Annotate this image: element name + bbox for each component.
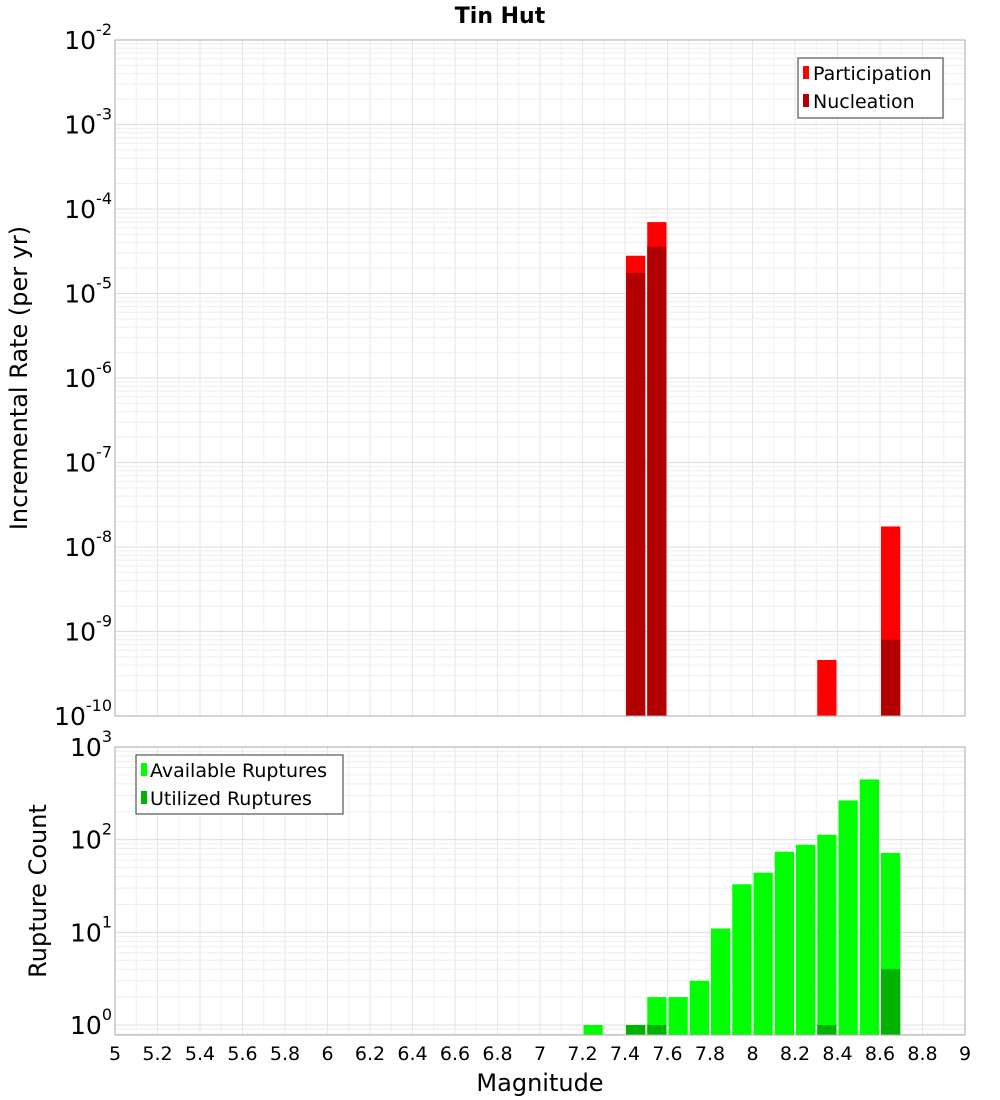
bar-utilized-ruptures (626, 1025, 646, 1035)
x-tick-label: 5.8 (270, 1043, 300, 1065)
bottom-panel: 100 101 102 103 5 5.2 5.4 5.6 5.8 6 6.2 6.4 6.6 6.8 7… (24, 727, 971, 1097)
x-tick-label: 6 (321, 1043, 333, 1065)
legend-label-nucleation: Nucleation (813, 91, 915, 113)
bar-available-ruptures (753, 872, 773, 1035)
y-tick-label: 10-8 (64, 527, 112, 562)
bar-available-ruptures (838, 800, 858, 1035)
bar-nucleation (881, 639, 901, 716)
bar-available-ruptures (711, 928, 731, 1035)
bar-available-ruptures (668, 997, 688, 1035)
x-tick-label: 5 (109, 1043, 121, 1065)
bottom-plot-border (114, 746, 966, 1036)
y-tick-label: 100 (70, 1005, 112, 1040)
bar-participation (817, 659, 837, 716)
top-panel: 10-10 10-9 10-8 10-7 10-6 10-5 10-4 10-3 10-2 In… (5, 20, 966, 731)
x-tick-label: 6.4 (397, 1043, 427, 1065)
y-tick-label: 10-4 (64, 189, 112, 224)
top-legend: Participation Nucleation (797, 57, 944, 119)
y-tick-label: 10-6 (64, 358, 112, 393)
legend-swatch-nucleation (803, 94, 809, 107)
x-tick-labels: 5 5.2 5.4 5.6 5.8 6 6.2 6.4 6.6 6.8 7 7.2 7.4 7.6 7.8 8… (109, 1043, 971, 1065)
x-tick-label: 5.2 (142, 1043, 172, 1065)
x-tick-label: 7.8 (695, 1043, 725, 1065)
x-tick-label: 6.8 (482, 1043, 512, 1065)
bar-nucleation (626, 272, 646, 716)
x-tick-label: 5.6 (227, 1043, 257, 1065)
bar-available-ruptures (817, 834, 837, 1035)
bar-nucleation (647, 246, 667, 716)
top-y-tick-labels: 10-10 10-9 10-8 10-7 10-6 10-5 10-4 10-3 10-2 (54, 20, 112, 731)
bar-available-ruptures (774, 851, 794, 1035)
y-tick-label: 10-7 (64, 443, 112, 478)
legend-swatch-utilized-ruptures (141, 791, 147, 804)
x-tick-label: 8.2 (780, 1043, 810, 1065)
bar-utilized-ruptures (817, 1025, 837, 1035)
x-axis-label: Magnitude (476, 1069, 603, 1097)
bottom-bars (583, 779, 901, 1035)
y-tick-label: 10-3 (64, 105, 112, 140)
top-bars (626, 222, 901, 716)
legend-label-utilized-ruptures: Utilized Ruptures (150, 788, 312, 810)
x-tick-label: 8.6 (865, 1043, 895, 1065)
bar-utilized-ruptures (881, 969, 901, 1035)
bar-available-ruptures (796, 844, 816, 1035)
top-y-axis-label: Incremental Rate (per yr) (5, 226, 33, 530)
y-tick-label: 10-10 (54, 696, 112, 731)
bar-utilized-ruptures (647, 1025, 667, 1035)
bar-available-ruptures (689, 980, 709, 1035)
x-tick-label: 7.2 (567, 1043, 597, 1065)
top-gridlines (114, 39, 966, 717)
y-tick-label: 102 (70, 820, 112, 855)
legend-swatch-participation (803, 66, 809, 79)
bar-available-ruptures (583, 1025, 603, 1035)
bar-available-ruptures (859, 779, 879, 1035)
bottom-legend-box (135, 754, 344, 815)
y-tick-label: 10-9 (64, 612, 112, 647)
legend-swatch-available-ruptures (141, 763, 147, 776)
x-tick-label: 8 (746, 1043, 758, 1065)
x-tick-label: 8.8 (907, 1043, 937, 1065)
bottom-y-tick-labels: 100 101 102 103 (70, 727, 112, 1040)
x-tick-label: 7.4 (610, 1043, 640, 1065)
x-tick-label: 7 (534, 1043, 546, 1065)
x-tick-label: 6.6 (440, 1043, 470, 1065)
legend-label-participation: Participation (813, 63, 932, 85)
x-tick-label: 8.4 (822, 1043, 852, 1065)
x-tick-label: 9 (959, 1043, 971, 1065)
legend-label-available-ruptures: Available Ruptures (150, 760, 327, 782)
x-tick-label: 6.2 (355, 1043, 385, 1065)
y-tick-label: 103 (70, 727, 112, 762)
chart-title: Tin Hut (455, 4, 546, 29)
top-legend-box (797, 57, 944, 119)
y-tick-label: 101 (70, 912, 112, 947)
bar-available-ruptures (732, 884, 752, 1035)
bottom-legend: Available Ruptures Utilized Ruptures (135, 754, 344, 815)
bottom-y-axis-label: Rupture Count (24, 804, 52, 978)
top-plot-border (114, 39, 966, 717)
x-tick-label: 7.6 (652, 1043, 682, 1065)
x-tick-label: 5.4 (185, 1043, 215, 1065)
y-tick-label: 10-5 (64, 274, 112, 309)
y-tick-label: 10-2 (64, 20, 112, 55)
